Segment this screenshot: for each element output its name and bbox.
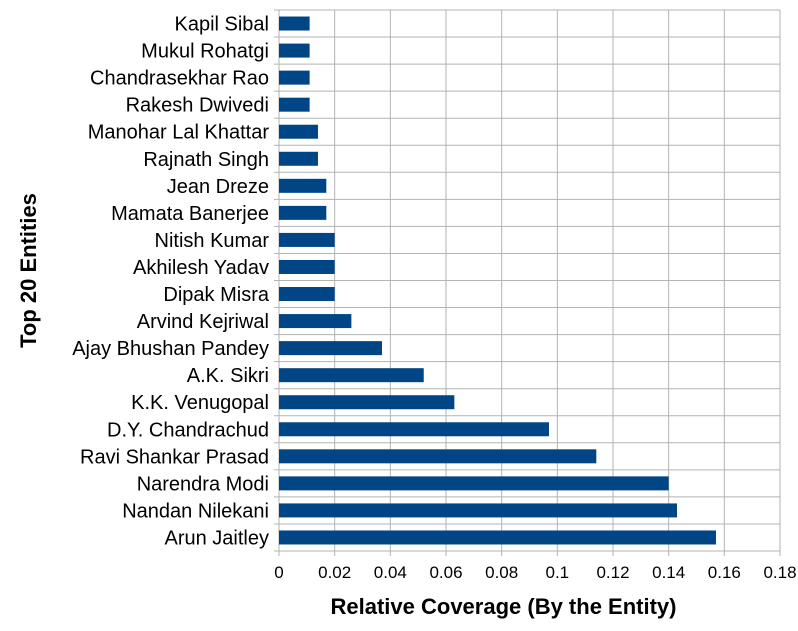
category-label: D.Y. Chandrachud xyxy=(107,419,269,441)
bar xyxy=(279,70,310,85)
category-label: Jean Dreze xyxy=(167,176,269,198)
x-axis-title: Relative Coverage (By the Entity) xyxy=(331,594,677,619)
grid-lines xyxy=(274,9,781,556)
x-tick-label: 0.08 xyxy=(485,563,518,582)
x-tick-label: 0.02 xyxy=(318,563,351,582)
bar xyxy=(279,16,310,31)
x-tick-label: 0.04 xyxy=(374,563,407,582)
x-tick-label: 0.1 xyxy=(546,563,570,582)
bar xyxy=(279,422,549,437)
bar xyxy=(279,178,327,193)
category-label: Arvind Kejriwal xyxy=(137,311,269,333)
bar xyxy=(279,503,678,518)
category-label: Ajay Bhushan Pandey xyxy=(72,338,269,360)
category-label: Nandan Nilekani xyxy=(122,500,269,522)
x-tick-label: 0.12 xyxy=(596,563,629,582)
y-axis-categories: Arun Jaitley Nandan Nilekani Narendra Modi… xyxy=(72,14,270,550)
category-label: Rakesh Dwivedi xyxy=(126,95,269,117)
bar xyxy=(279,287,335,302)
x-tick-label: 0.18 xyxy=(763,563,796,582)
category-label: Ravi Shankar Prasad xyxy=(80,446,269,468)
bars xyxy=(279,16,716,545)
bar xyxy=(279,97,310,112)
category-label: Nitish Kumar xyxy=(155,230,270,252)
category-label: Chandrasekhar Rao xyxy=(90,68,269,90)
category-label: Dipak Misra xyxy=(163,284,269,306)
bar xyxy=(279,449,597,464)
bar xyxy=(279,232,335,247)
bar xyxy=(279,368,424,383)
bar xyxy=(279,205,327,220)
category-label: Akhilesh Yadav xyxy=(133,257,269,279)
bar xyxy=(279,476,669,491)
category-label: K.K. Venugopal xyxy=(131,392,269,414)
bar xyxy=(279,124,318,139)
category-label: Kapil Sibal xyxy=(174,14,269,36)
x-tick-label: 0.06 xyxy=(429,563,462,582)
category-label: Narendra Modi xyxy=(137,473,269,495)
bar xyxy=(279,341,382,356)
bar xyxy=(279,259,335,274)
category-label: Manohar Lal Khattar xyxy=(88,122,270,144)
x-tick-label: 0.14 xyxy=(652,563,685,582)
category-label: A.K. Sikri xyxy=(187,365,269,387)
bar xyxy=(279,151,318,166)
x-axis-ticks: 0 0.02 0.04 0.06 0.08 0.1 0.12 0.14 0.16 0.18 xyxy=(274,563,796,582)
bar xyxy=(279,395,455,410)
category-label: Rajnath Singh xyxy=(143,149,269,171)
category-label: Arun Jaitley xyxy=(165,527,270,549)
x-tick-label: 0.16 xyxy=(708,563,741,582)
category-label: Mukul Rohatgi xyxy=(141,41,269,63)
y-axis-title: Top 20 Entities xyxy=(16,193,41,348)
bar xyxy=(279,314,352,329)
bar xyxy=(279,530,716,545)
x-tick-label: 0 xyxy=(274,563,283,582)
bar xyxy=(279,43,310,58)
category-label: Mamata Banerjee xyxy=(111,203,269,225)
